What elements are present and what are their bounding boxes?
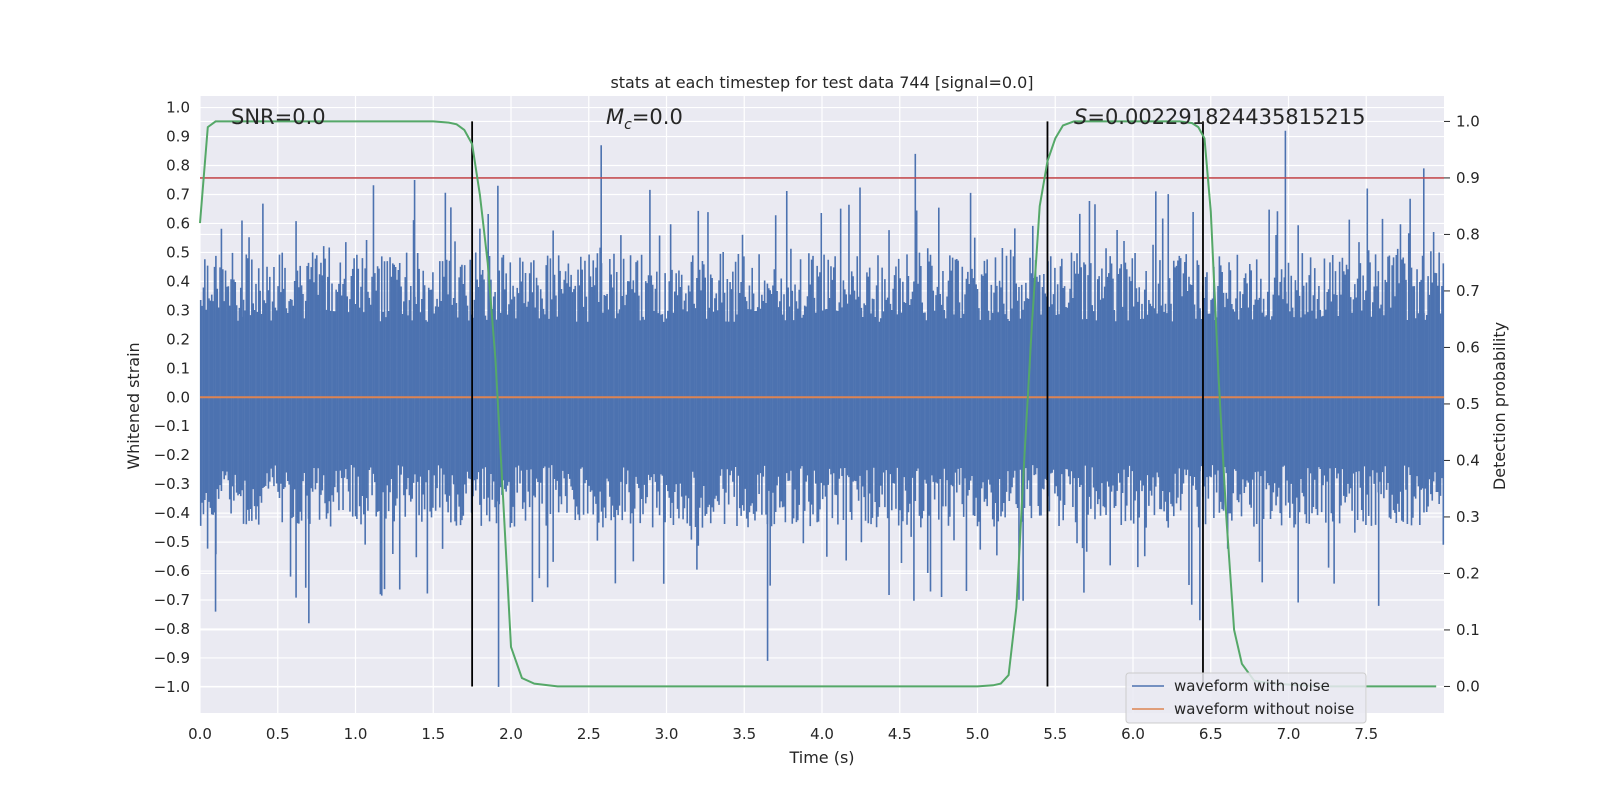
chart-title: stats at each timestep for test data 744…: [610, 73, 1033, 92]
y2-tick-label: 0.1: [1456, 621, 1480, 639]
x-tick-label: 3.0: [655, 725, 679, 743]
x-tick-label: 5.5: [1043, 725, 1067, 743]
y-tick-label: −0.3: [154, 475, 190, 493]
y-tick-label: 0.6: [166, 214, 190, 232]
y-tick-label: −0.1: [154, 417, 190, 435]
x-tick-label: 4.0: [810, 725, 834, 743]
y-axis-left: 1.0 0.9 0.8 0.7 0.6 0.5 0.4 0.3 0.2 0.1 0.0 −0.1 −0.…: [154, 99, 190, 696]
overlay-lines: [199, 120, 1444, 688]
statistic-value: =0.002291824435815215: [1087, 105, 1365, 129]
x-tick-label: 5.0: [966, 725, 990, 743]
y-tick-label: −0.5: [154, 533, 190, 551]
y2-tick-label: 0.9: [1456, 169, 1480, 187]
x-tick-label: 7.5: [1354, 725, 1378, 743]
y-tick-label: 0.7: [166, 185, 190, 203]
chirp-mass-value: =0.0: [632, 105, 683, 129]
legend-box: [1125, 672, 1367, 724]
chirp-mass-annotation: Mc=0.0: [606, 105, 683, 133]
y2-tick-label: 0.0: [1456, 677, 1480, 695]
y-tick-label: 0.4: [166, 272, 190, 290]
x-tick-label: 0.0: [188, 725, 212, 743]
y2-tick-label: 0.5: [1456, 395, 1480, 413]
y-tick-label: −0.8: [154, 620, 190, 638]
x-tick-label: 7.0: [1277, 725, 1301, 743]
y-tick-label: 0.3: [166, 301, 190, 319]
x-tick-label: 0.5: [266, 725, 290, 743]
legend-label-noise: waveform with noise: [1174, 677, 1330, 695]
y-tick-label: 0.0: [166, 388, 190, 406]
y-tick-label: 1.0: [166, 99, 190, 117]
y-tick-label: −0.4: [154, 504, 190, 522]
chirp-mass-subscript: c: [624, 117, 632, 133]
x-tick-label: 6.5: [1199, 725, 1223, 743]
chirp-mass-symbol: M: [606, 105, 624, 129]
y2-tick-label: 0.3: [1456, 508, 1480, 526]
y2-axis-label: Detection probability: [1490, 322, 1509, 490]
y-tick-label: 0.8: [166, 157, 190, 175]
y2-tick-label: 0.4: [1456, 451, 1480, 469]
legend-label-clean: waveform without noise: [1174, 700, 1354, 718]
x-tick-label: 2.0: [499, 725, 523, 743]
detection-probability-line: [199, 120, 1437, 688]
y-tick-label: −0.9: [154, 649, 190, 667]
legend: waveform with noise waveform without noi…: [1125, 672, 1367, 724]
y-tick-label: 0.2: [166, 330, 190, 348]
statistic-symbol: S: [1074, 105, 1087, 129]
y-tick-label: 0.5: [166, 243, 190, 261]
x-tick-label: 4.5: [888, 725, 912, 743]
y2-tick-label: 0.8: [1456, 225, 1480, 243]
y-axis-right: 1.0 0.9 0.8 0.7 0.6 0.5 0.4 0.3 0.2 0.1 0.0: [1444, 112, 1480, 695]
snr-annotation: SNR=0.0: [231, 105, 326, 129]
y2-tick-label: 0.2: [1456, 564, 1480, 582]
y-axis-label: Whitened strain: [124, 342, 143, 469]
x-axis-label: Time (s): [788, 748, 854, 767]
x-tick-label: 3.5: [732, 725, 756, 743]
x-axis: 0.0 0.5 1.0 1.5 2.0 2.5 3.0 3.5 4.0 4.5 5.0 5.5 6.0 6…: [188, 725, 1378, 743]
x-tick-label: 1.5: [421, 725, 445, 743]
y-tick-label: 0.1: [166, 359, 190, 377]
x-tick-label: 1.0: [344, 725, 368, 743]
x-tick-label: 2.5: [577, 725, 601, 743]
y-tick-label: −0.6: [154, 562, 190, 580]
waveform-with-noise: [199, 130, 1445, 687]
x-tick-label: 6.0: [1121, 725, 1145, 743]
y-tick-label: 0.9: [166, 128, 190, 146]
y-tick-label: −0.7: [154, 591, 190, 609]
y-tick-label: −0.2: [154, 446, 190, 464]
y2-tick-label: 1.0: [1456, 112, 1480, 130]
y-tick-label: −1.0: [154, 678, 190, 696]
statistic-annotation: S=0.002291824435815215: [1074, 105, 1365, 129]
y2-tick-label: 0.7: [1456, 282, 1480, 300]
y2-tick-label: 0.6: [1456, 338, 1480, 356]
